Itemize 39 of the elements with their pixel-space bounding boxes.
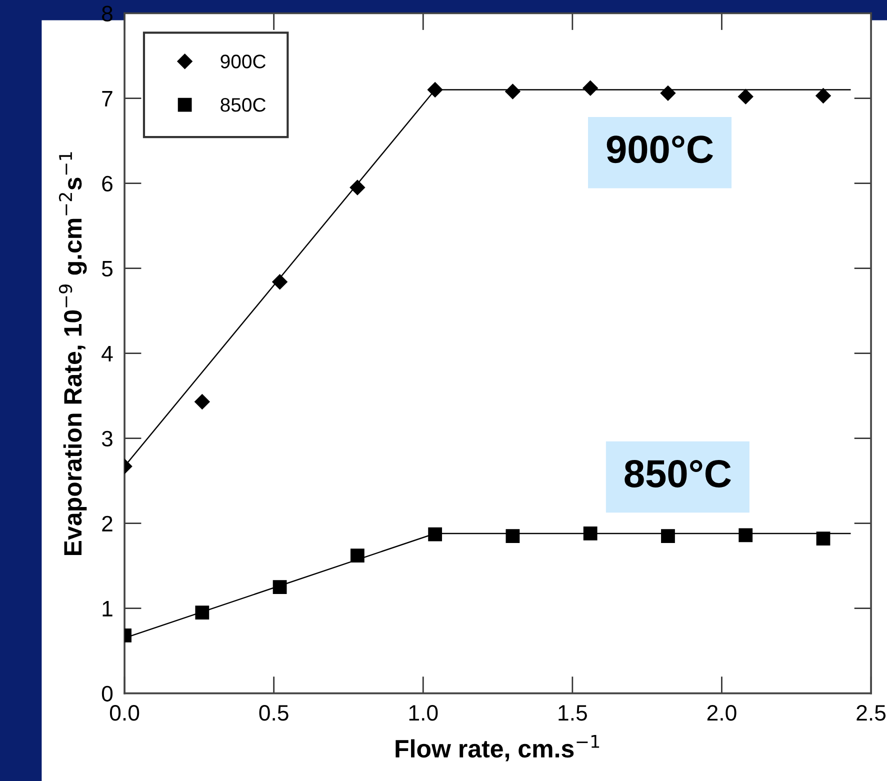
point <box>195 606 210 620</box>
point <box>272 274 288 290</box>
x-tick-label: 2.0 <box>707 704 736 721</box>
x-tick-label: 2.5 <box>856 704 886 721</box>
annotation: 900°C <box>606 136 713 164</box>
point <box>272 580 287 594</box>
annotation: 850°C <box>624 460 731 488</box>
y-tick-label: 1 <box>102 601 112 616</box>
point <box>738 89 754 104</box>
point <box>428 527 442 542</box>
legend-label: 900C <box>220 54 266 68</box>
point <box>506 529 520 543</box>
point <box>661 529 675 543</box>
point <box>583 526 598 540</box>
point <box>738 528 753 542</box>
y-tick-label: 2 <box>102 516 112 532</box>
point <box>582 80 598 96</box>
point <box>816 88 831 104</box>
point <box>816 532 830 546</box>
y-tick-label: 3 <box>102 430 112 447</box>
point <box>660 86 676 101</box>
x-axis-title: Flow rate, cm.s$^{−1}$ <box>396 735 600 762</box>
point <box>505 84 520 100</box>
x-tick-label: 1.0 <box>409 704 438 721</box>
y-tick-label: 0 <box>102 686 113 702</box>
x-tick-label: 1.5 <box>558 705 587 721</box>
y-tick-label: 5 <box>102 261 112 277</box>
y-tick-label: 8 <box>102 6 112 22</box>
legend-label: 850C <box>220 98 266 112</box>
point <box>350 548 364 563</box>
y-axis-title: Evaporation Rate, 10$^{−9}$ g.cm$^{−2}$s$^{−1}$ <box>58 152 87 555</box>
point <box>194 394 210 410</box>
y-tick-label: 7 <box>102 91 112 106</box>
y-tick-label: 6 <box>102 176 112 192</box>
x-tick-label: 0.0 <box>110 704 140 721</box>
y-tick-label: 4 <box>102 346 113 362</box>
point <box>428 82 443 98</box>
x-tick-label: 0.5 <box>259 704 288 721</box>
point <box>350 180 366 196</box>
